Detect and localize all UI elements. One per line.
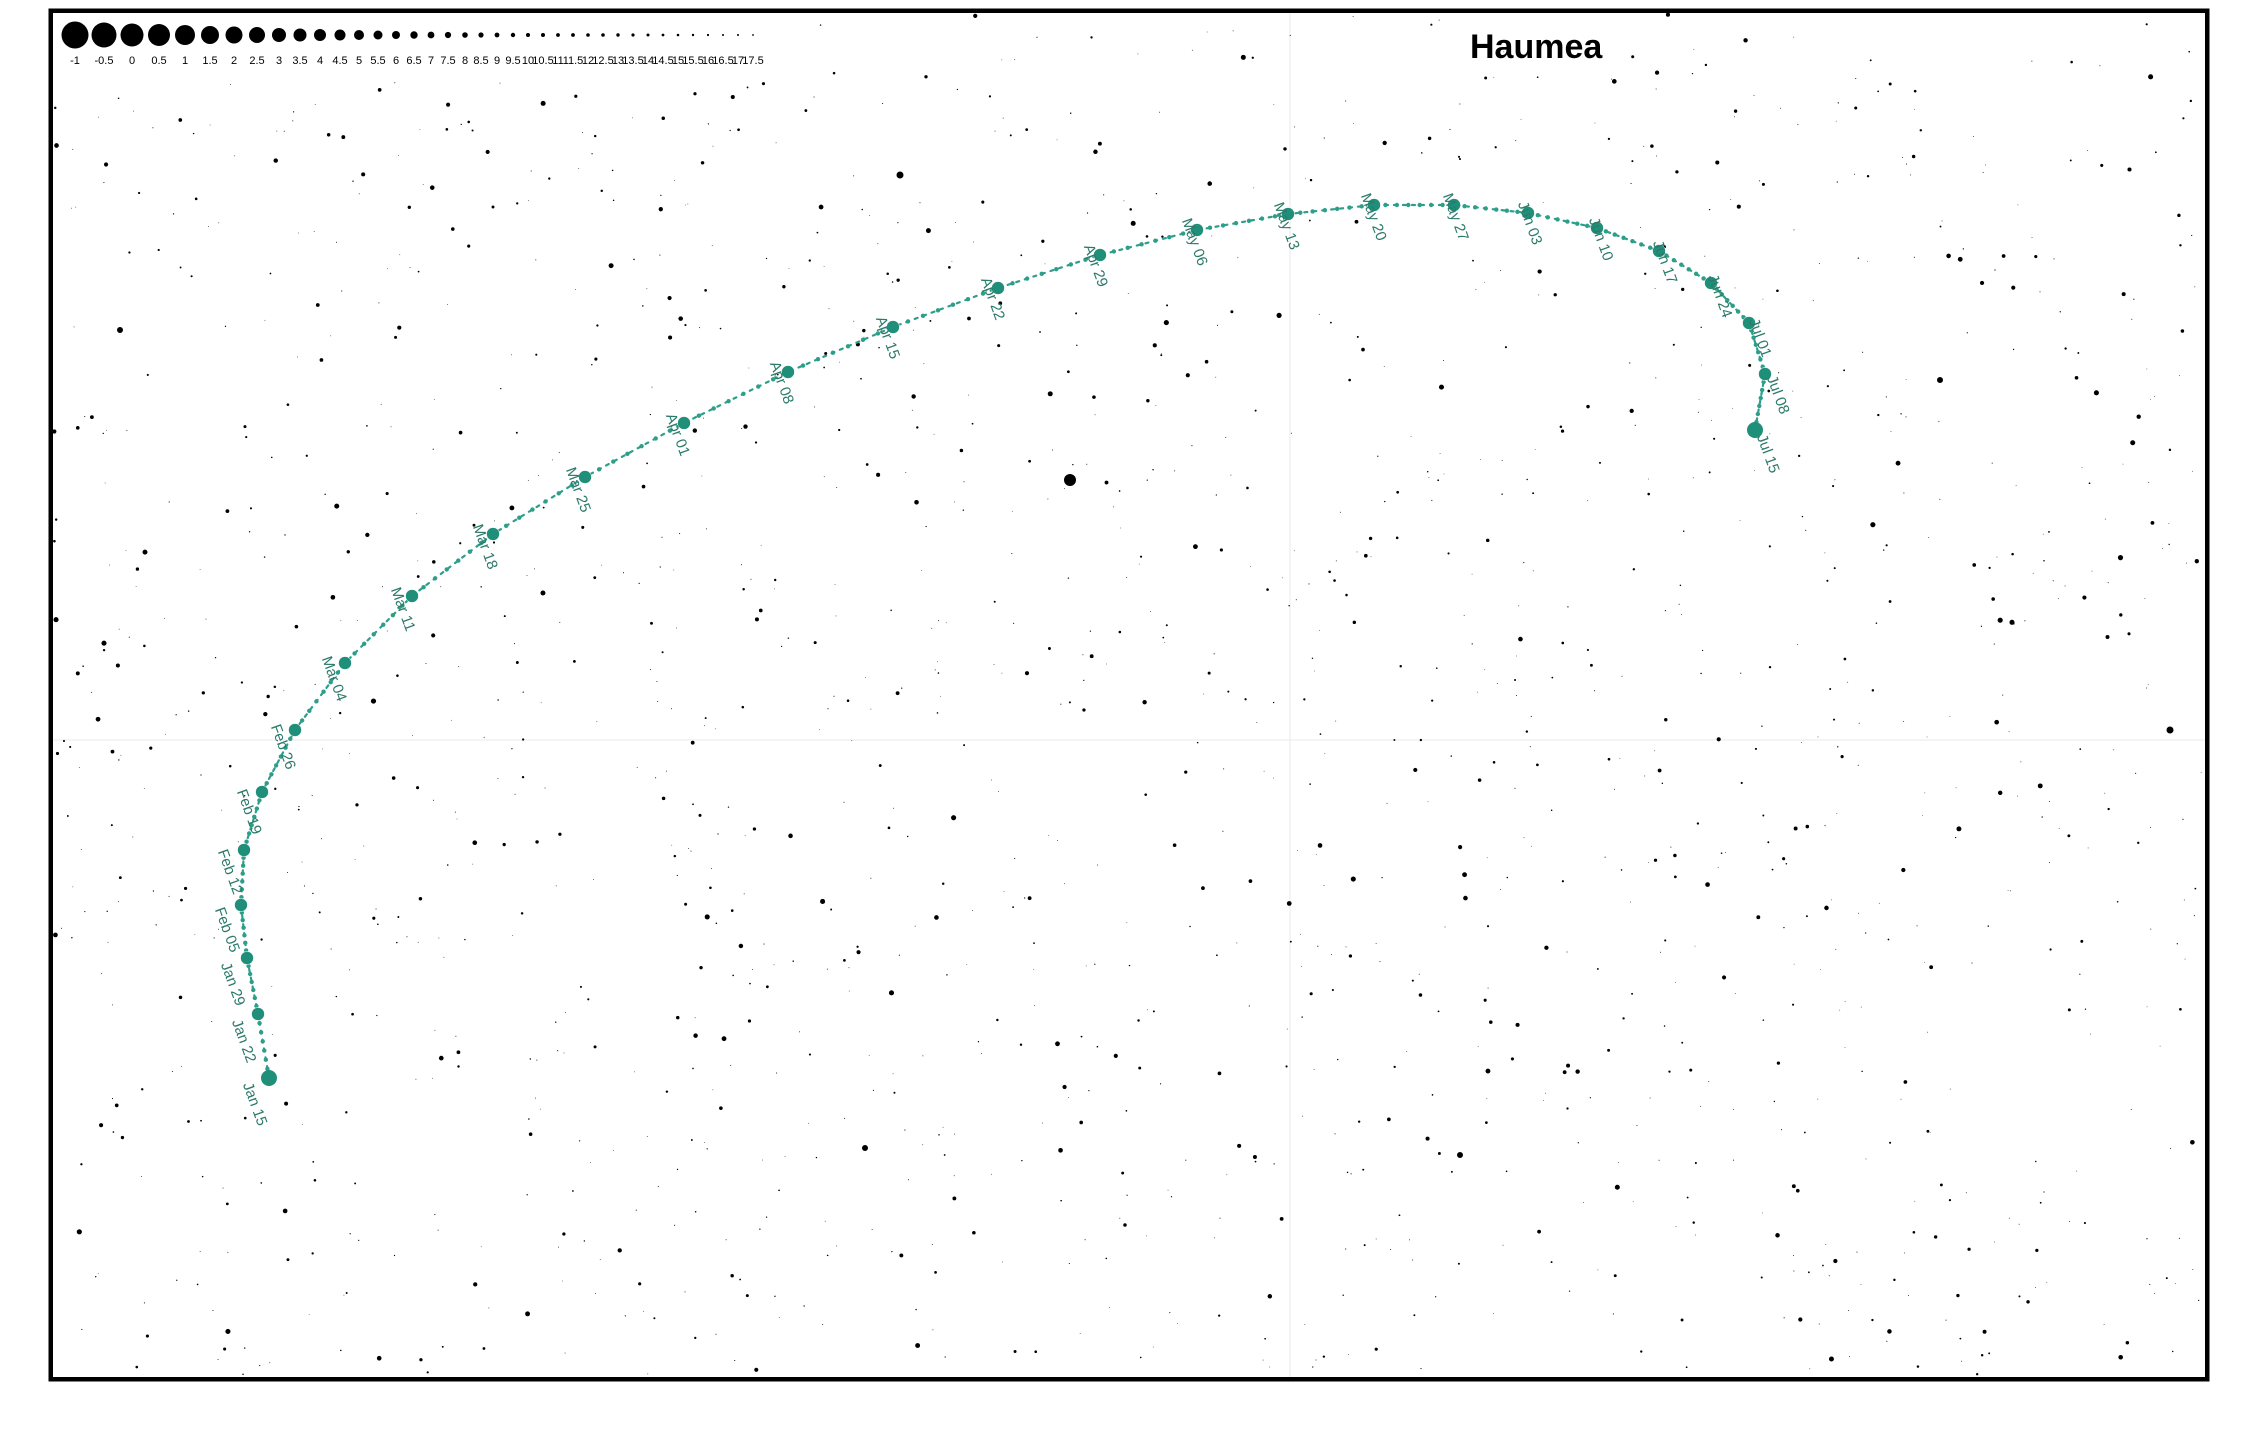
magnitude-legend-label: 15.5 <box>682 55 703 67</box>
magnitude-legend-label: 6 <box>393 55 399 67</box>
magnitude-legend-label: 17.5 <box>742 55 763 67</box>
magnitude-legend-label: 5 <box>356 55 362 67</box>
magnitude-legend-label: 4 <box>317 55 323 67</box>
magnitude-legend-label: 13.5 <box>622 55 643 67</box>
magnitude-legend-label: 4.5 <box>332 55 347 67</box>
magnitude-legend-label: 5.5 <box>370 55 385 67</box>
magnitude-legend-label: 3.5 <box>292 55 307 67</box>
magnitude-legend-label: 12.5 <box>592 55 613 67</box>
magnitude-legend-label: 10.5 <box>532 55 553 67</box>
magnitude-legend-label: 0 <box>129 55 135 67</box>
magnitude-legend-label: 9.5 <box>505 55 520 67</box>
magnitude-legend-label: 1.5 <box>202 55 217 67</box>
magnitude-legend-label: 1 <box>182 55 188 67</box>
magnitude-legend-label: 7.5 <box>440 55 455 67</box>
magnitude-legend-label: 0.5 <box>151 55 166 67</box>
magnitude-legend-label: 7 <box>428 55 434 67</box>
chart-frame: Haumea -1-0.500.511.522.533.544.555.566.… <box>0 0 2258 1445</box>
star-chart-svg <box>0 0 2258 1445</box>
magnitude-legend-label: 2 <box>231 55 237 67</box>
magnitude-legend-label: 11.5 <box>563 55 584 67</box>
magnitude-legend-label: -0.5 <box>95 55 114 67</box>
magnitude-legend-label: 6.5 <box>406 55 421 67</box>
magnitude-legend-label: 9 <box>494 55 500 67</box>
magnitude-legend-label: -1 <box>70 55 80 67</box>
magnitude-legend-label: 3 <box>276 55 282 67</box>
magnitude-legend-label: 16.5 <box>712 55 733 67</box>
chart-title: Haumea <box>1470 28 1602 67</box>
magnitude-legend-label: 8 <box>462 55 468 67</box>
magnitude-legend-label: 2.5 <box>249 55 264 67</box>
magnitude-legend-label: 14.5 <box>652 55 673 67</box>
magnitude-legend-label: 8.5 <box>473 55 488 67</box>
